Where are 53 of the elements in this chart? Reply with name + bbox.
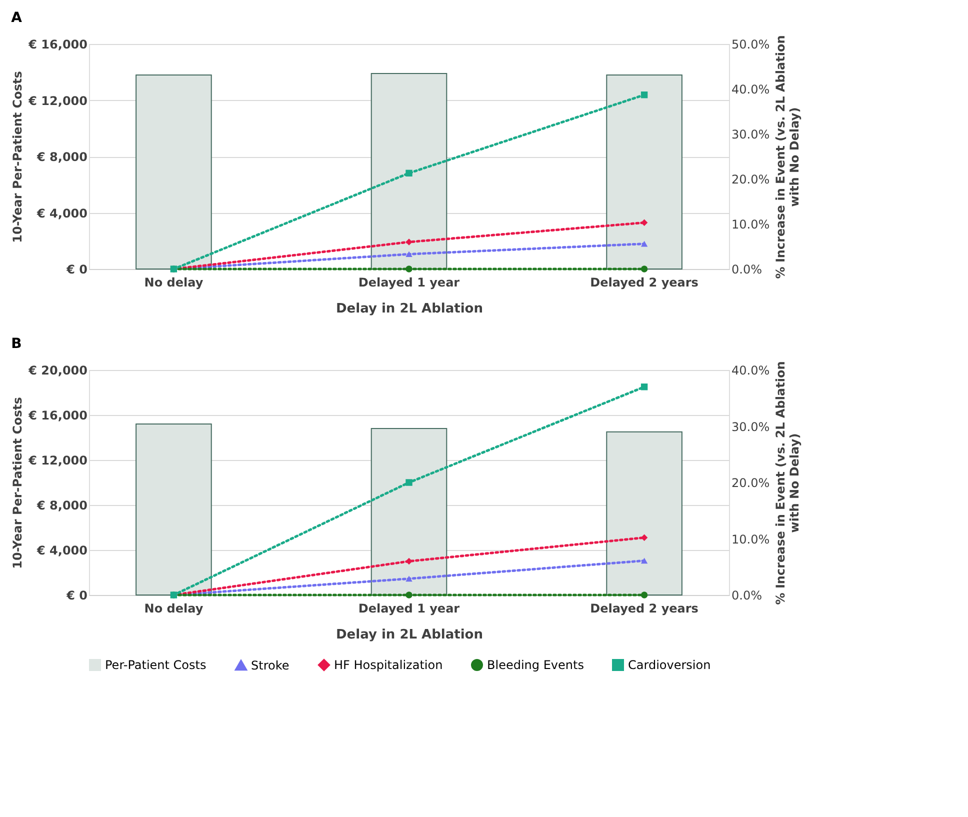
chart-title: A: [11, 10, 22, 26]
point: [640, 266, 648, 272]
point: [406, 592, 412, 598]
point: [406, 558, 412, 565]
legend-label: Bleeding Events: [487, 658, 584, 672]
y2-tick-label: 40.0%: [732, 82, 770, 96]
x-tick-label: No delay: [144, 602, 204, 616]
point: [406, 238, 412, 246]
y2-tick-label: 10.0%: [732, 218, 770, 232]
y2-tick-label: 20.0%: [732, 172, 770, 186]
y2-tick-label: 0.0%: [732, 262, 762, 276]
y2-tick-label: 0.0%: [732, 588, 762, 602]
x-tick-label: No delay: [144, 276, 204, 290]
y-tick-label: € 12,000: [28, 454, 88, 468]
y2-tick-label: 40.0%: [732, 364, 770, 378]
y-tick-label: € 12,000: [28, 94, 88, 108]
point: [640, 219, 648, 226]
y2-tick-label: 20.0%: [732, 476, 770, 490]
x-axis-title: Delay in 2L Ablation: [336, 628, 483, 642]
y-tick-label: € 20,000: [28, 364, 88, 378]
point: [640, 384, 648, 390]
point: [406, 479, 412, 486]
x-tick-label: Delayed 2 years: [590, 276, 698, 290]
y2-axis-title: % Increase in Event (vs. 2L Ablation with No Delay): [774, 361, 802, 605]
y-tick-label: € 0: [66, 262, 88, 276]
y-axis-title: 10-Year Per-Patient Costs: [10, 71, 25, 243]
y-tick-label: € 8,000: [36, 150, 88, 164]
legend-label: Stroke: [251, 658, 290, 672]
legend-label: Cardioversion: [628, 658, 711, 672]
point: [406, 266, 412, 272]
legend-label: HF Hospitalization: [334, 658, 443, 672]
x-tick-label: Delayed 1 year: [358, 602, 460, 616]
y2-axis-title: % Increase in Event (vs. 2L Ablation with No Delay): [774, 35, 802, 279]
y-tick-label: € 16,000: [28, 408, 88, 422]
point: [640, 91, 648, 98]
chart-title: B: [11, 336, 22, 352]
y2-tick-label: 30.0%: [732, 128, 770, 142]
y-tick-label: € 0: [66, 588, 88, 602]
x-tick-label: Delayed 2 years: [590, 602, 698, 616]
y2-tick-label: 10.0%: [732, 532, 770, 546]
legend-label: Per-Patient Costs: [105, 658, 206, 672]
x-tick-label: Delayed 1 year: [358, 276, 460, 290]
point: [640, 592, 648, 598]
y-axis-title: 10-Year Per-Patient Costs: [10, 397, 25, 569]
point: [640, 534, 648, 541]
y2-tick-label: 30.0%: [732, 420, 770, 434]
x-axis-title: Delay in 2L Ablation: [336, 302, 483, 316]
y-tick-label: € 16,000: [28, 38, 88, 52]
y2-tick-label: 50.0%: [732, 38, 770, 52]
y-tick-label: € 4,000: [36, 206, 88, 220]
y-tick-label: € 8,000: [36, 498, 88, 512]
point: [406, 170, 412, 177]
y-tick-label: € 4,000: [36, 544, 88, 558]
